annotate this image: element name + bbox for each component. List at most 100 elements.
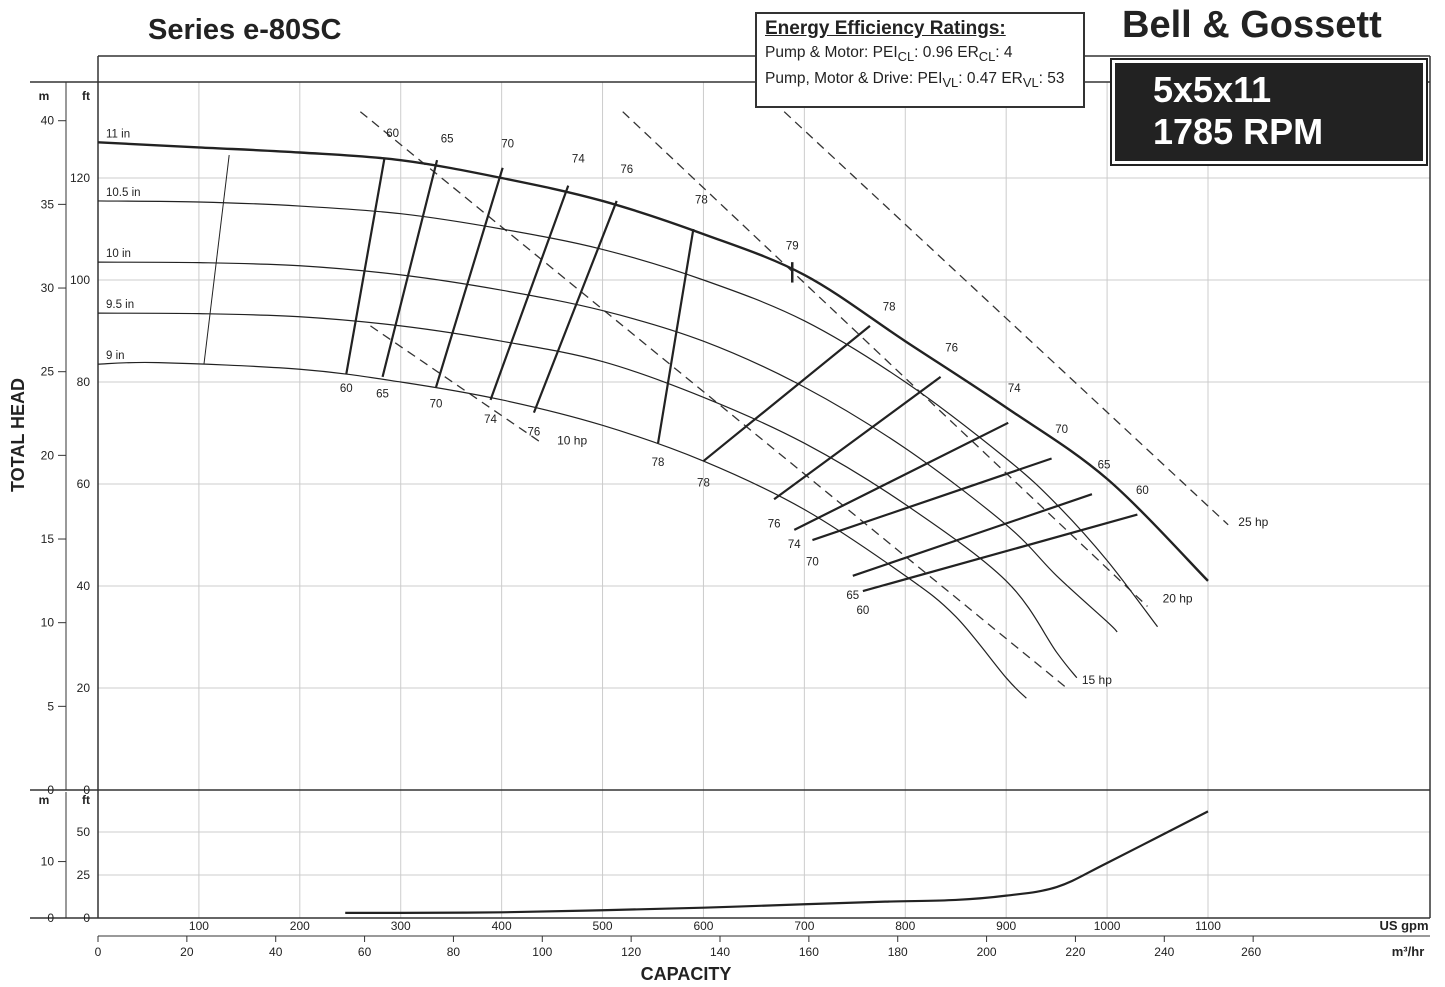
x-tick-m3hr: 240 (1154, 945, 1174, 959)
series-title: Series e-80SC (148, 14, 342, 46)
model-speed: 1785 RPM (1153, 111, 1324, 152)
x-tick-gpm: 100 (189, 919, 209, 933)
ft-tick-label: 20 (77, 681, 91, 695)
npsh-m-label: 0 (47, 911, 54, 925)
efficiency-label-bottom: 60 (340, 383, 353, 395)
npsh-curve (345, 810, 1209, 914)
npsh-m-unit: m (39, 793, 50, 807)
efficiency-label-bottom: 76 (768, 518, 781, 530)
impeller-label: 9.5 in (106, 299, 134, 311)
efficiency-line-2: Pump, Motor & Drive: PEIVL: 0.47 ERVL: 5… (765, 70, 1065, 91)
m-tick-label: 20 (41, 448, 55, 462)
efficiency-label-bottom: 78 (697, 478, 710, 490)
x-tick-m3hr: 40 (269, 945, 283, 959)
efficiency-curve (345, 157, 386, 375)
chart-labels: 60 65 70 74 76 78 79 78 76 74 70 65 60 60 65 70 74 76 78 78… (340, 128, 1149, 617)
x-tick-m3hr: 200 (977, 945, 997, 959)
x-tick-gpm: 400 (492, 919, 512, 933)
m-tick-label: 0 (47, 783, 54, 797)
efficiency-label-bottom: 78 (652, 457, 665, 469)
npsh-ft-label: 25 (77, 868, 91, 882)
impeller-curve (97, 261, 1118, 633)
x-tick-gpm: 600 (693, 919, 713, 933)
efficiency-curves (203, 154, 1138, 593)
m-tick-label: 15 (41, 532, 55, 546)
ft-tick-label: 100 (70, 273, 90, 287)
grid (98, 82, 1430, 919)
efficiency-curve (793, 421, 1009, 531)
npsh-m-label: 10 (41, 855, 55, 869)
m-tick-label: 5 (47, 699, 54, 713)
efficiency-label-top: 76 (945, 342, 958, 354)
y-axis-title: TOTAL HEAD (8, 378, 28, 492)
efficiency-label-bottom: 76 (528, 427, 541, 439)
npsh-ft-label: 50 (77, 825, 91, 839)
efficiency-curve (852, 493, 1093, 577)
efficiency-curve (812, 457, 1052, 542)
impeller-curve (97, 361, 1027, 699)
model-box: 5x5x11 1785 RPM (1110, 58, 1428, 166)
efficiency-label-top: 70 (1055, 424, 1068, 436)
efficiency-label-bottom: 60 (856, 605, 869, 617)
efficiency-label-top: 65 (441, 133, 454, 145)
power-line (783, 111, 1229, 526)
power-line (370, 325, 543, 444)
efficiency-curve (489, 185, 570, 401)
x-tick-m3hr: 140 (710, 945, 730, 959)
power-label: 15 hp (1082, 673, 1112, 687)
model-size: 5x5x11 (1153, 69, 1272, 110)
efficiency-curve (656, 228, 695, 444)
efficiency-label-bottom: 70 (806, 557, 819, 569)
m-tick-label: 30 (41, 281, 55, 295)
x-tick-gpm: 500 (593, 919, 613, 933)
x-tick-m3hr: 260 (1241, 945, 1261, 959)
efficiency-label-bottom: 70 (430, 399, 443, 411)
efficiency-curve (862, 513, 1138, 593)
efficiency-label-bottom: 65 (846, 590, 859, 602)
npsh-line (345, 810, 1209, 914)
efficiency-curve (773, 376, 942, 501)
npsh-ft-unit: ft (82, 793, 90, 807)
x-tick-gpm: 1100 (1195, 919, 1221, 933)
x-tick-gpm: 700 (794, 919, 814, 933)
impeller-curve (97, 200, 1159, 628)
efficiency-label-top: 76 (620, 164, 633, 176)
power-lines: 10 hp 15 hp 20 hp 25 hp (359, 111, 1269, 689)
brand-name: Bell & Gossett (1122, 4, 1382, 46)
x-tick-gpm: 900 (996, 919, 1016, 933)
x-tick-m3hr: 80 (447, 945, 461, 959)
impeller-label: 10 in (106, 248, 131, 260)
x-tick-gpm: 1000 (1094, 919, 1121, 933)
power-line (622, 111, 1148, 607)
x-tick-m3hr: 180 (888, 945, 908, 959)
x-tick-gpm: 200 (290, 919, 310, 933)
power-line (359, 111, 1068, 689)
impeller-label: 9 in (106, 350, 125, 362)
impeller-curves: 11 in 10.5 in 10 in 9.5 in 9 in (97, 128, 1209, 699)
x-tick-m3hr: 220 (1065, 945, 1085, 959)
ft-tick-label: 40 (77, 579, 91, 593)
efficiency-label-top: 78 (883, 302, 896, 314)
efficiency-heading: Energy Efficiency Ratings: (765, 18, 1006, 39)
m-unit: m (39, 89, 50, 103)
ft-tick-label: 120 (70, 171, 90, 185)
efficiency-ratings-box: Energy Efficiency Ratings: Pump & Motor:… (755, 12, 1085, 108)
m-tick-label: 10 (41, 616, 55, 630)
efficiency-label-top: 78 (695, 195, 708, 207)
efficiency-label-top: 70 (501, 138, 514, 150)
x-axis-title: CAPACITY (641, 964, 732, 984)
efficiency-label-bottom: 74 (484, 414, 497, 426)
impeller-curve (97, 312, 1078, 679)
efficiency-curve (381, 159, 439, 378)
x-tick-m3hr: 20 (180, 945, 194, 959)
efficiency-curve (532, 200, 618, 414)
efficiency-label-top: 65 (1098, 460, 1111, 472)
x-tick-m3hr: 160 (799, 945, 819, 959)
efficiency-label-top: 79 (786, 240, 799, 252)
npsh-ft-label: 0 (83, 911, 90, 925)
impeller-curve (97, 141, 1209, 582)
power-label: 10 hp (557, 433, 587, 447)
x-tick-m3hr: 100 (532, 945, 552, 959)
